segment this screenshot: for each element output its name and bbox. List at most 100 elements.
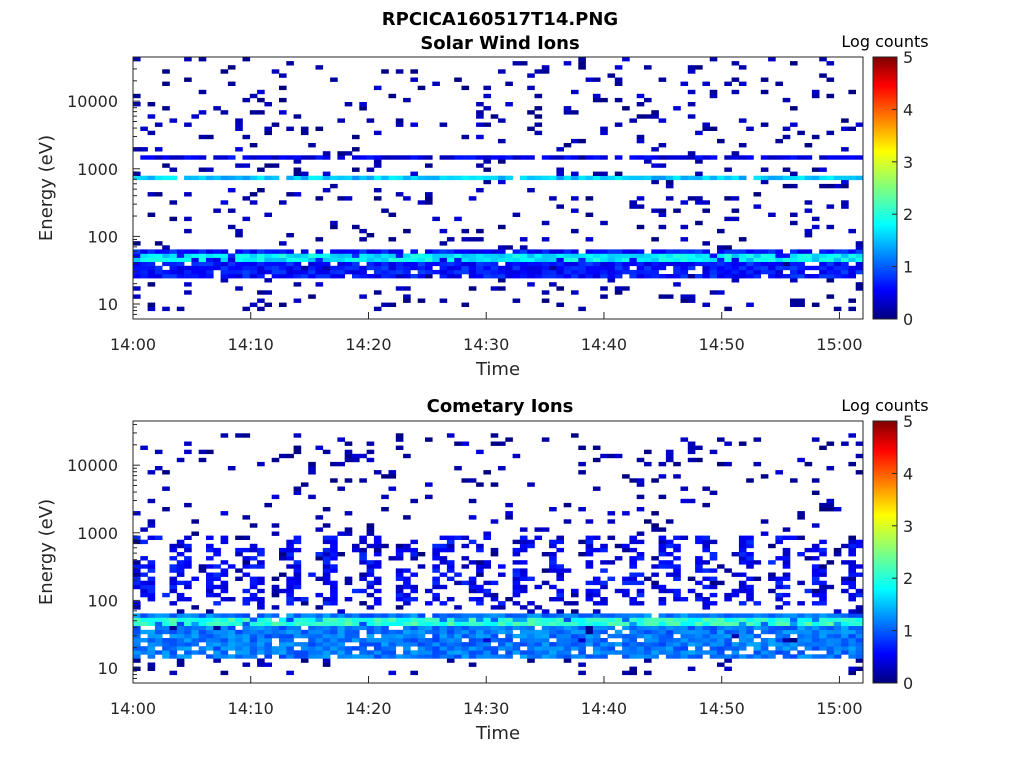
heatmap-cell [527, 601, 535, 606]
colorbar-tick-label: 2 [903, 569, 913, 588]
heatmap-cell [534, 527, 543, 532]
heatmap-cell [206, 613, 214, 618]
heatmap-cell [541, 69, 550, 74]
heatmap-cell [249, 629, 258, 635]
heatmap-cell [176, 629, 185, 635]
heatmap-cell [337, 638, 345, 643]
heatmap-cell [651, 646, 659, 651]
heatmap-cell [563, 249, 572, 254]
heatmap-cell [782, 253, 791, 258]
heatmap-cell [768, 155, 776, 160]
heatmap-cell [600, 617, 608, 622]
heatmap-cell [286, 650, 294, 655]
heatmap-cell [534, 629, 543, 635]
heatmap-cell [176, 552, 185, 557]
heatmap-cell [322, 261, 331, 267]
heatmap-cell [169, 654, 178, 659]
heatmap-cell [213, 629, 221, 635]
heatmap-cell [578, 61, 586, 66]
heatmap-cell [607, 249, 616, 254]
heatmap-cell [673, 617, 681, 622]
heatmap-cell [563, 269, 572, 275]
heatmap-cell [330, 556, 338, 561]
heatmap-cell [804, 274, 813, 279]
heatmap-cell [249, 523, 258, 528]
heatmap-cell [746, 261, 754, 267]
heatmap-cell [490, 650, 499, 655]
heatmap-cell [746, 274, 754, 279]
heatmap-cell [147, 621, 156, 626]
heatmap-cell [680, 265, 689, 271]
heatmap-cell [644, 621, 652, 626]
heatmap-cell [140, 175, 148, 181]
heatmap-cell [841, 249, 849, 254]
heatmap-cell [512, 274, 521, 279]
heatmap-cell [687, 441, 696, 446]
heatmap-cell [658, 224, 667, 230]
heatmap-cell [512, 572, 521, 577]
heatmap-cell [366, 441, 375, 446]
heatmap-cell [724, 597, 732, 602]
heatmap-cell [147, 568, 156, 573]
heatmap-cell [410, 498, 418, 504]
heatmap-cell [790, 122, 798, 127]
heatmap-cell [366, 621, 375, 626]
heatmap-cell [293, 597, 302, 602]
heatmap-cell [213, 650, 221, 655]
heatmap-cell [352, 547, 360, 553]
heatmap-cell [709, 89, 718, 95]
heatmap-cell [395, 654, 404, 659]
heatmap-cell [658, 588, 667, 594]
heatmap-cell [395, 543, 404, 549]
heatmap-cell [600, 625, 608, 631]
heatmap-cell [242, 560, 251, 565]
heatmap-cell [541, 437, 550, 442]
heatmap-cell [731, 621, 740, 626]
heatmap-cell [498, 257, 506, 262]
heatmap-cell [373, 196, 382, 201]
heatmap-cell [848, 629, 856, 635]
heatmap-cell [731, 592, 740, 598]
heatmap-cell [702, 126, 710, 131]
heatmap-cell [483, 261, 491, 267]
heatmap-cell [709, 57, 718, 62]
heatmap-cell [249, 200, 258, 205]
heatmap-cell [629, 560, 637, 565]
heatmap-cell [702, 261, 710, 267]
heatmap-cell [775, 470, 783, 475]
heatmap-cell [658, 629, 667, 635]
heatmap-cell [439, 642, 448, 647]
heatmap-cell [636, 478, 645, 483]
heatmap-cell [184, 556, 192, 561]
heatmap-cell [439, 155, 448, 160]
heatmap-cell [249, 576, 258, 581]
heatmap-cell [855, 470, 864, 475]
heatmap-cell [498, 572, 506, 577]
heatmap-cell [848, 126, 856, 131]
heatmap-cell [848, 433, 856, 438]
heatmap-cell [724, 155, 732, 160]
heatmap-cell [738, 155, 747, 160]
heatmap-cell [782, 535, 791, 540]
heatmap-cell [702, 576, 710, 581]
heatmap-cell [461, 654, 470, 659]
heatmap-cell [337, 437, 345, 442]
heatmap-cell [731, 151, 740, 156]
heatmap-cell [425, 274, 433, 279]
heatmap-cell [140, 629, 148, 635]
heatmap-cell [556, 265, 564, 271]
heatmap-cell [622, 638, 630, 643]
heatmap-cell [279, 261, 287, 267]
heatmap-cell [768, 212, 776, 217]
heatmap-cell [344, 597, 353, 602]
x-tick-label: 14:10 [228, 335, 274, 354]
heatmap-cell [738, 552, 747, 557]
heatmap-cell [811, 216, 820, 222]
heatmap-cell [322, 449, 331, 455]
heatmap-cell [330, 478, 338, 483]
heatmap-cell [738, 543, 747, 549]
heatmap-cell [337, 650, 345, 655]
heatmap-cell [527, 617, 535, 622]
heatmap-cell [176, 609, 185, 614]
heatmap-cell [498, 466, 506, 471]
